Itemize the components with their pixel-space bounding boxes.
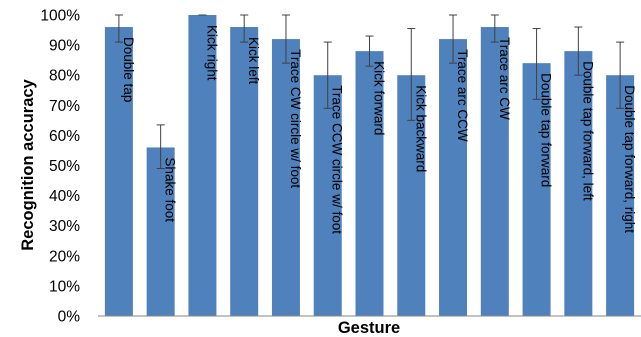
error-bar	[114, 14, 123, 43]
bar-label: Trace arc CCW	[455, 49, 470, 142]
error-bar	[156, 124, 165, 170]
y-tick-label: 100%	[40, 8, 80, 25]
error-bar	[365, 35, 374, 67]
bar-label: Trace CCW circle w/ foot	[330, 85, 345, 234]
error-bar	[281, 14, 290, 64]
bar	[522, 63, 551, 316]
bar-label: Kick right	[204, 25, 219, 81]
error-bar	[449, 14, 458, 64]
bar-label: Trace CW circle w/ foot	[288, 49, 303, 188]
bar-labels: Double tap Shake foot Kick right Kick left T…	[121, 25, 637, 234]
y-tick-label: 0%	[58, 309, 81, 326]
bar	[271, 39, 300, 317]
y-tick-label: 50%	[49, 158, 80, 175]
bar	[146, 147, 175, 316]
error-bar	[574, 26, 583, 76]
error-bar	[407, 28, 416, 121]
bar	[230, 27, 259, 316]
y-axis-title: Recognition accuracy	[19, 78, 37, 250]
y-tick-label: 70%	[49, 98, 80, 115]
error-bars	[114, 14, 625, 170]
bar	[606, 75, 635, 316]
error-bar	[323, 41, 332, 109]
bar	[313, 75, 342, 316]
error-bar	[532, 28, 541, 100]
bar-label: Kick left	[246, 37, 261, 85]
y-tick-label: 90%	[49, 38, 80, 55]
y-tick-label: 40%	[49, 188, 80, 205]
bar-label: Trace arc CW	[497, 37, 512, 120]
y-tick-label: 10%	[49, 278, 80, 295]
bar	[564, 51, 593, 317]
error-bar	[240, 14, 249, 43]
bar	[188, 15, 217, 316]
bar-label: Double tap forward, left	[580, 61, 595, 201]
error-bar	[490, 14, 499, 43]
y-tick-label: 80%	[49, 68, 80, 85]
bar-label: Kick forward	[372, 61, 387, 135]
bar	[439, 39, 468, 317]
x-axis-title: Gesture	[338, 319, 400, 337]
bar	[104, 27, 133, 316]
y-axis-ticks: 0% 10% 20% 30% 40% 50% 60% 70% 80% 90% 100%	[40, 8, 80, 326]
y-tick-label: 30%	[49, 218, 80, 235]
bar	[480, 27, 509, 316]
bar-label: Shake foot	[163, 157, 178, 222]
bar-label: Double tap forward	[539, 73, 554, 187]
error-bar	[616, 41, 625, 109]
y-tick-label: 60%	[49, 128, 80, 145]
bar	[355, 51, 384, 317]
bars	[104, 15, 635, 317]
bar-label: Kick backward	[413, 85, 428, 172]
bar-label: Double tap	[121, 37, 136, 102]
y-tick-label: 20%	[49, 248, 80, 265]
bar-label: Double tap forward, right	[622, 85, 637, 233]
